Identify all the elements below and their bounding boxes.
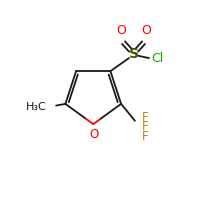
Text: F: F: [142, 111, 149, 124]
Text: F: F: [142, 130, 149, 143]
Text: O: O: [116, 24, 126, 37]
Text: H₃C: H₃C: [26, 102, 47, 112]
Text: Cl: Cl: [151, 52, 164, 65]
Text: O: O: [89, 128, 99, 141]
Text: F: F: [142, 120, 149, 133]
Text: O: O: [141, 24, 151, 37]
Text: S: S: [129, 47, 139, 61]
